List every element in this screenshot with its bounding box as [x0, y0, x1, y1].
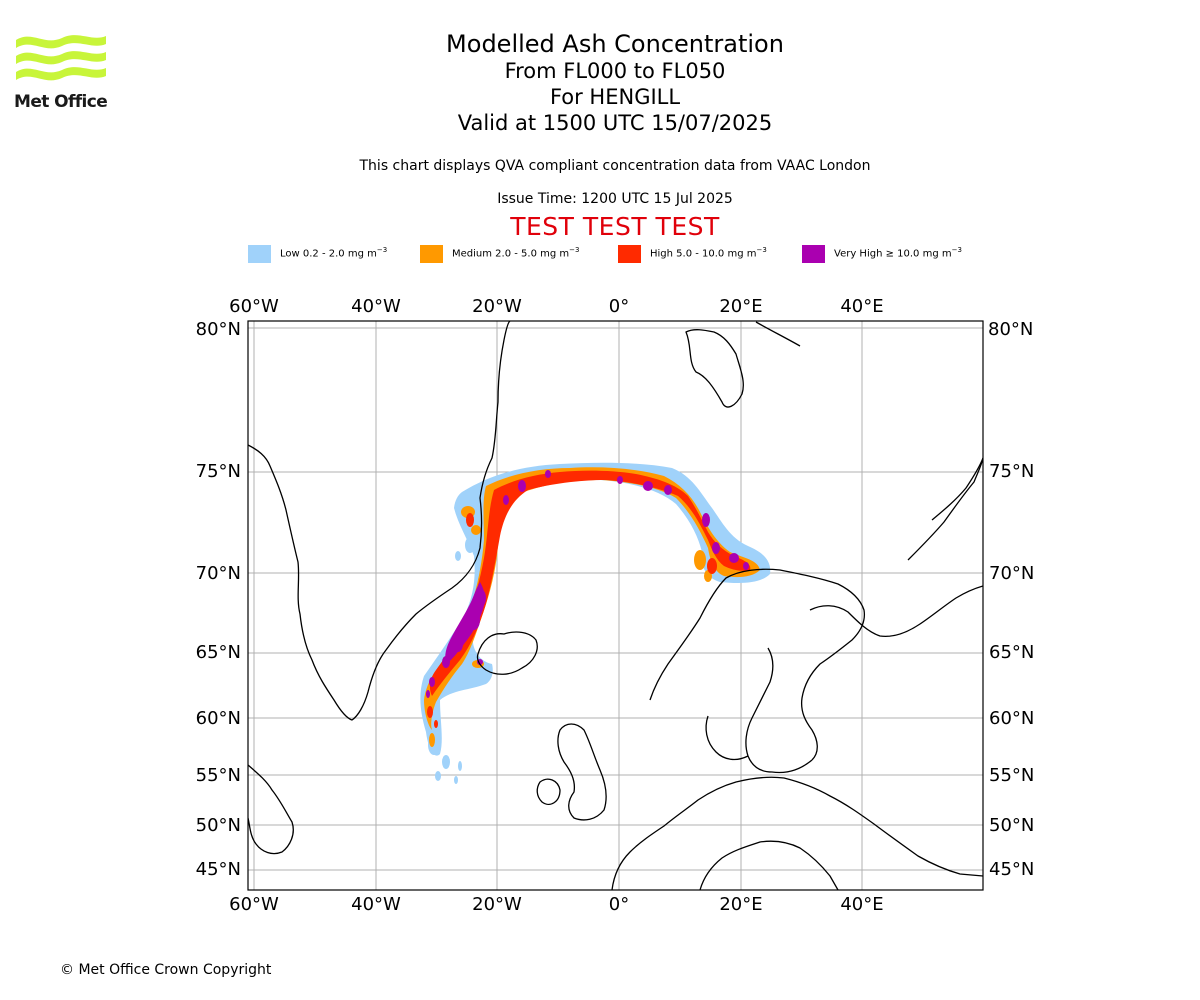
right-lat-label: 50°N [989, 815, 1034, 836]
chart-title: Modelled Ash Concentration [446, 30, 784, 58]
top-lon-label: 40°E [840, 296, 883, 317]
top-lon-label: 60°W [229, 296, 279, 317]
legend-exp-low: −3 [376, 246, 388, 254]
top-lon-labels: 60°W 40°W 20°W 0° 20°E 40°E [229, 296, 883, 317]
right-lat-label: 60°N [989, 708, 1034, 729]
left-lat-label: 65°N [196, 642, 241, 663]
left-lat-label: 80°N [196, 319, 241, 340]
right-lat-labels: 80°N 75°N 70°N 65°N 60°N 55°N 50°N 45°N [988, 319, 1034, 880]
left-lat-labels: 80°N 75°N 70°N 65°N 60°N 55°N 50°N 45°N [196, 319, 241, 880]
left-lat-label: 45°N [196, 859, 241, 880]
legend-label-medium: Medium 2.0 - 5.0 mg m [452, 248, 570, 260]
copyright: © Met Office Crown Copyright [60, 962, 272, 978]
top-lon-label: 20°W [472, 296, 522, 317]
right-lat-label: 75°N [989, 461, 1034, 482]
met-office-logo: Met Office [14, 30, 110, 112]
legend-swatch-very-high [802, 245, 825, 263]
bottom-lon-label: 0° [609, 894, 629, 915]
legend-exp-medium: −3 [569, 246, 580, 254]
legend-swatch-high [618, 245, 641, 263]
issue-time: Issue Time: 1200 UTC 15 Jul 2025 [497, 191, 733, 207]
left-lat-label: 60°N [196, 708, 241, 729]
right-lat-label: 70°N [989, 563, 1034, 584]
map-frame [247, 320, 984, 891]
legend-exp-high: −3 [756, 246, 767, 254]
left-lat-label: 50°N [196, 815, 241, 836]
level-range: From FL000 to FL050 [504, 59, 726, 83]
bottom-lon-labels: 60°W 40°W 20°W 0° 20°E 40°E [229, 894, 883, 915]
bottom-lon-label: 20°E [719, 894, 762, 915]
legend-label-low: Low 0.2 - 2.0 mg m [280, 248, 377, 260]
legend-label-high: High 5.0 - 10.0 mg m [650, 248, 757, 260]
right-lat-label: 65°N [989, 642, 1034, 663]
bottom-lon-label: 40°E [840, 894, 883, 915]
test-banner: TEST TEST TEST [510, 212, 720, 241]
legend-swatch-low [248, 245, 271, 263]
legend-exp-very-high: −3 [951, 246, 962, 254]
ash-very-high-concentration [426, 470, 749, 698]
coastlines [248, 321, 983, 890]
legend-swatch-medium [420, 245, 443, 263]
volcano-name: For HENGILL [549, 85, 681, 109]
ash-high-concentration [427, 470, 751, 728]
met-office-wave-icon [16, 35, 106, 81]
bottom-lon-label: 20°W [472, 894, 522, 915]
logo-text: Met Office [14, 92, 108, 112]
right-lat-label: 80°N [988, 319, 1033, 340]
left-lat-label: 55°N [196, 765, 241, 786]
right-lat-label: 55°N [989, 765, 1034, 786]
bottom-lon-label: 60°W [229, 894, 279, 915]
legend-label-very-high: Very High ≥ 10.0 mg m [834, 248, 952, 260]
top-lon-label: 20°E [719, 296, 762, 317]
left-lat-label: 70°N [196, 563, 241, 584]
chart-titles: Modelled Ash Concentration From FL000 to… [0, 30, 1200, 136]
map-area [248, 321, 983, 890]
top-lon-label: 40°W [351, 296, 401, 317]
right-lat-label: 45°N [989, 859, 1034, 880]
valid-time: Valid at 1500 UTC 15/07/2025 [457, 111, 773, 135]
chart-description: This chart displays QVA compliant concen… [359, 158, 871, 174]
ash-plume [420, 462, 771, 784]
top-lon-label: 0° [609, 296, 629, 317]
left-lat-label: 75°N [196, 461, 241, 482]
bottom-lon-label: 40°W [351, 894, 401, 915]
